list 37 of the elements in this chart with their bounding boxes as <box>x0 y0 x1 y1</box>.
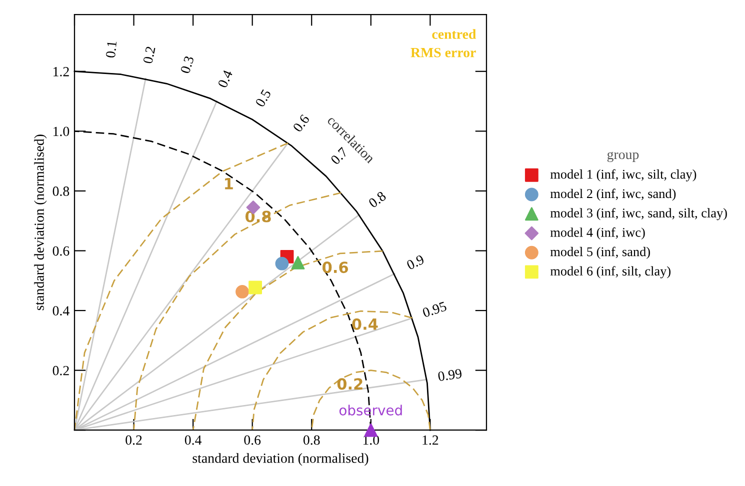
annotation: 0.8 <box>368 190 387 208</box>
annotation: 0.9 <box>406 254 425 270</box>
annotation: 0.1 <box>106 40 117 58</box>
y-axis-title: standard deviation (normalised) <box>34 134 47 310</box>
x-tick-label: 1.2 <box>422 435 438 445</box>
annotation: observed <box>339 404 402 416</box>
y-tick-label: 0.4 <box>52 306 70 316</box>
y-tick-label: 0.2 <box>52 366 69 376</box>
annotation: 1 <box>225 178 233 190</box>
annotation: 0.5 <box>255 88 272 108</box>
legend-label: model 5 (inf, sand) <box>550 246 650 259</box>
y-tick-label: 0.8 <box>52 186 70 196</box>
annotation: 0.6 <box>322 262 348 274</box>
y-tick-label: 1.0 <box>54 126 70 136</box>
legend-label: model 1 (inf, iwc, silt, clay) <box>550 169 696 182</box>
legend-label: model 2 (inf, iwc, sand) <box>550 188 676 201</box>
x-tick-label: 0.6 <box>244 435 261 445</box>
legend-label: model 6 (inf, silt, clay) <box>550 266 670 278</box>
y-tick-label: 1.2 <box>54 67 69 76</box>
annotation: 0.4 <box>218 69 233 88</box>
annotation: 0.3 <box>180 56 194 74</box>
annotation: 0.8 <box>245 210 271 222</box>
x-tick-label: 0.8 <box>303 435 320 445</box>
annotation: 0.2 <box>142 46 156 64</box>
legend-label: model 4 (inf, iwc) <box>550 227 645 240</box>
annotation: centred RMS error <box>410 29 476 58</box>
x-tick-label: 0.4 <box>184 435 202 445</box>
annotation: 0.99 <box>438 368 462 382</box>
annotation: 0.6 <box>292 114 310 133</box>
x-tick-label: 0.2 <box>126 435 142 445</box>
annotation: 0.95 <box>422 301 448 318</box>
x-axis-title: standard deviation (normalised) <box>192 453 368 466</box>
legend-title: group <box>607 152 639 162</box>
y-tick-label: 0.6 <box>52 246 70 256</box>
legend-label: model 3 (inf, iwc, sand, silt, clay) <box>550 208 727 220</box>
annotation: 0.4 <box>352 318 378 330</box>
annotation: 0.2 <box>337 378 362 390</box>
